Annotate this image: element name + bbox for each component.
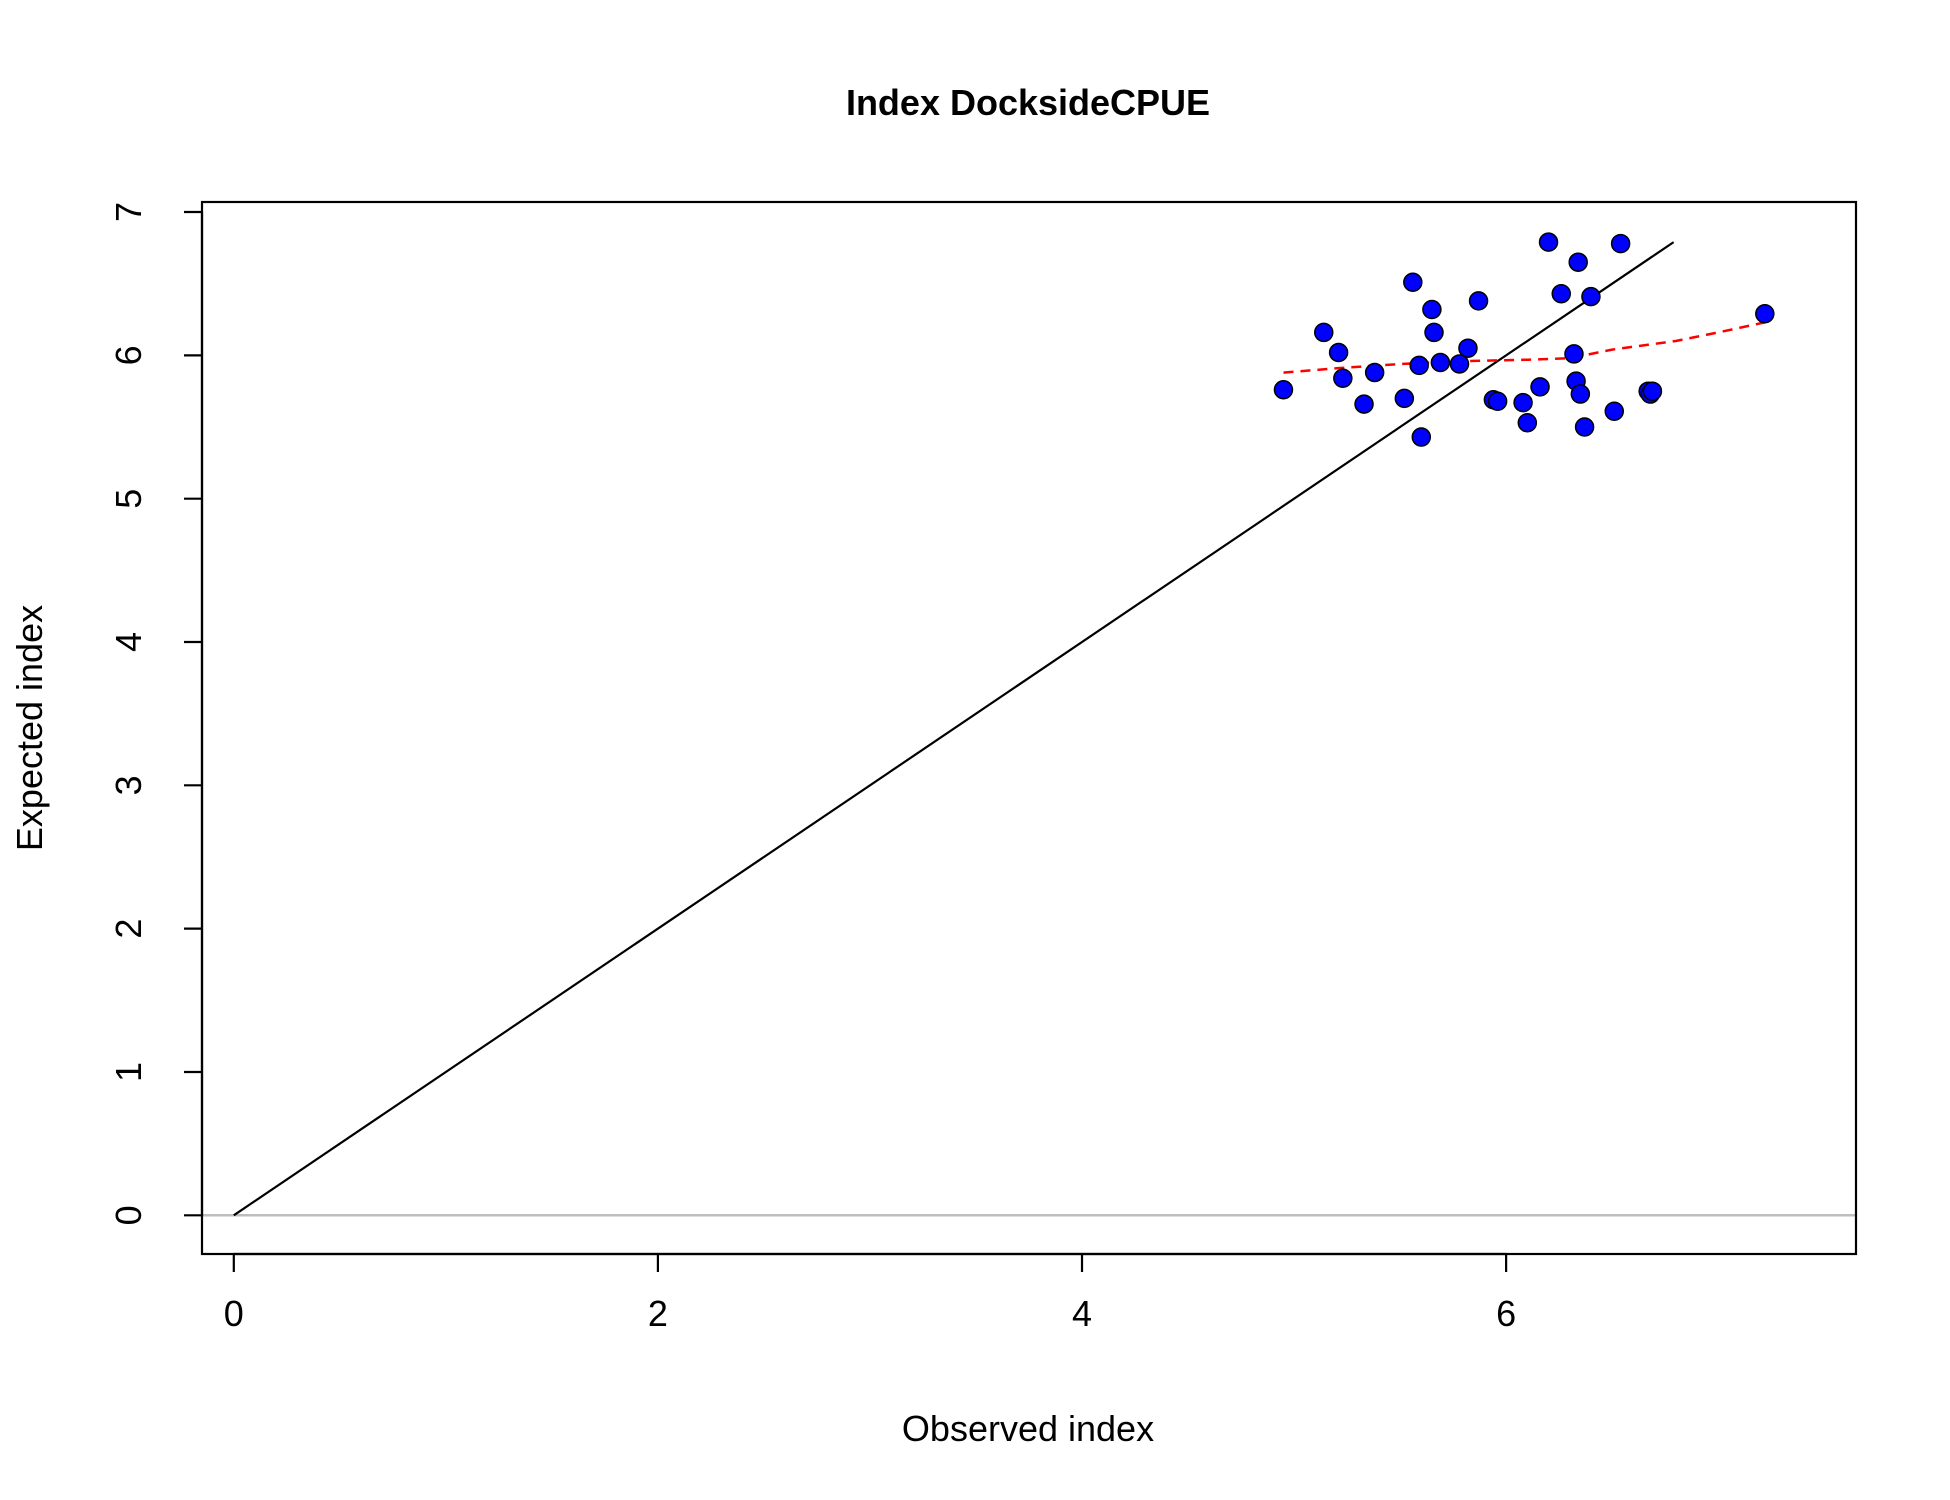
- identity-line: [233, 241, 1675, 1217]
- data-point: [1364, 362, 1385, 383]
- y-tick-label: 4: [108, 632, 149, 652]
- data-point: [1604, 401, 1625, 422]
- y-tick-label: 1: [108, 1062, 149, 1082]
- data-point: [1424, 322, 1444, 343]
- data-point: [1314, 322, 1334, 343]
- y-tick-label: 6: [108, 345, 149, 365]
- data-point: [1449, 354, 1470, 374]
- y-tick-label: 0: [108, 1205, 149, 1225]
- data-point: [1273, 380, 1294, 400]
- y-tick-label: 3: [108, 775, 149, 795]
- data-point: [1642, 381, 1663, 401]
- x-tick-label: 2: [648, 1293, 668, 1334]
- data-point: [1430, 352, 1451, 373]
- data-point: [1610, 233, 1631, 254]
- data-point: [1581, 286, 1601, 307]
- data-point: [1409, 355, 1429, 376]
- plot-frame: [200, 200, 1858, 1256]
- y-axis-label: Expected index: [9, 605, 50, 851]
- y-tick-label: 7: [108, 202, 149, 222]
- data-point: [1538, 232, 1559, 252]
- y-tick-label: 2: [108, 919, 149, 939]
- data-point: [1468, 291, 1489, 311]
- smoother-line: [1283, 321, 1766, 374]
- chart-title: Index DocksideCPUE: [846, 82, 1210, 123]
- data-point: [1551, 283, 1571, 304]
- data-point: [1394, 388, 1415, 409]
- data-point: [1517, 412, 1538, 433]
- data-point: [1403, 272, 1423, 293]
- data-point: [1354, 394, 1374, 414]
- data-point: [1570, 384, 1591, 404]
- x-tick-label: 4: [1072, 1293, 1092, 1334]
- y-axis: 0 1 2 3 4 5 6 7: [108, 202, 204, 1225]
- y-tick-label: 5: [108, 489, 149, 509]
- data-point: [1458, 338, 1478, 358]
- data-point: [1411, 427, 1432, 447]
- x-axis-label: Observed index: [902, 1408, 1154, 1449]
- x-tick-label: 6: [1496, 1293, 1516, 1334]
- data-point: [1422, 299, 1442, 320]
- data-point: [1564, 344, 1584, 364]
- data-point: [1574, 417, 1595, 437]
- plot-area: [200, 200, 1858, 1256]
- data-point: [1530, 377, 1550, 397]
- x-axis: 0 2 4 6: [224, 1252, 1516, 1334]
- x-tick-label: 0: [224, 1293, 244, 1334]
- data-point: [1328, 342, 1349, 363]
- data-point: [1568, 252, 1588, 272]
- data-point: [1755, 304, 1775, 324]
- data-point: [1333, 368, 1353, 389]
- data-point: [1487, 391, 1508, 411]
- data-point: [1513, 392, 1533, 413]
